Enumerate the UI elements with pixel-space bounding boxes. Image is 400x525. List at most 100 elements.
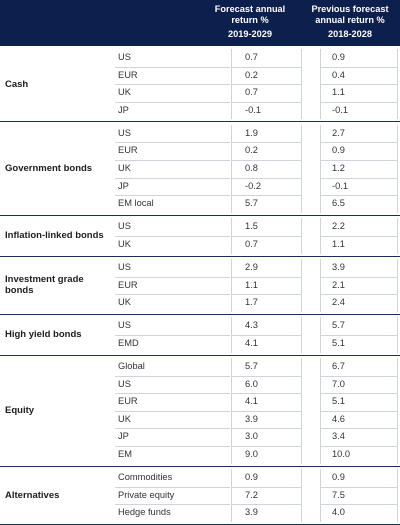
row-divider — [320, 84, 397, 86]
table-row: EUR 0.2 0.9 — [0, 142, 400, 159]
row-divider — [231, 142, 301, 144]
forecast-value: 1.7 — [245, 297, 258, 308]
column-divider — [231, 358, 232, 464]
forecast-value: 1.5 — [245, 221, 258, 232]
table-row: EM 9.0 10.0 — [0, 446, 400, 463]
previous-column-header: Previous forecast annual return % 2018-2… — [300, 4, 400, 40]
forecast-value: 7.2 — [245, 489, 258, 500]
table-row: UK 0.7 1.1 — [0, 84, 400, 101]
forecast-value: 1.1 — [245, 279, 258, 290]
row-sublabel: EM — [118, 449, 132, 460]
table-row: EM local 5.7 6.5 — [0, 195, 400, 212]
row-divider — [115, 334, 230, 336]
forecast-value: 0.9 — [245, 472, 258, 483]
previous-header-line1: Previous forecast — [311, 4, 389, 14]
row-divider — [115, 393, 230, 395]
row-divider — [231, 486, 301, 488]
forecast-value: 0.2 — [245, 69, 258, 80]
forecast-value: 3.9 — [245, 413, 258, 424]
row-sublabel: UK — [118, 297, 131, 308]
previous-value: 0.9 — [332, 145, 345, 156]
forecast-value: 0.7 — [245, 52, 258, 62]
row-divider — [231, 66, 301, 68]
previous-value: 5.1 — [332, 337, 345, 348]
table-row: Commodities 0.9 0.9 — [0, 469, 400, 486]
table-row: Private equity 7.2 7.5 — [0, 487, 400, 504]
row-divider — [231, 177, 301, 179]
row-sublabel: EUR — [118, 279, 138, 290]
table-row: US 6.0 7.0 — [0, 376, 400, 393]
previous-value: 4.0 — [332, 507, 345, 518]
forecast-header-line2: return % — [231, 15, 269, 25]
column-divider — [301, 259, 302, 312]
row-divider — [320, 334, 397, 336]
column-divider — [301, 218, 302, 254]
previous-value: 2.2 — [332, 221, 345, 232]
forecast-value: 9.0 — [245, 449, 258, 460]
table-row: EUR 4.1 5.1 — [0, 393, 400, 410]
row-divider — [115, 235, 230, 237]
previous-value: 10.0 — [332, 449, 351, 460]
row-sublabel: EUR — [118, 396, 138, 407]
previous-value: 2.1 — [332, 279, 345, 290]
previous-value: 0.4 — [332, 69, 345, 80]
row-divider — [320, 101, 397, 103]
forecast-value: 0.8 — [245, 163, 258, 174]
previous-value: 7.0 — [332, 378, 345, 389]
group-label-line: High yield bonds — [5, 329, 82, 341]
column-divider — [231, 259, 232, 312]
group-label-line: Government bonds — [5, 163, 93, 175]
previous-value: 6.5 — [332, 198, 345, 209]
forecast-value: 6.0 — [245, 378, 258, 389]
table-row: JP -0.1 -0.1 — [0, 102, 400, 119]
row-sublabel: JP — [118, 104, 129, 115]
forecast-value: -0.2 — [245, 180, 262, 191]
row-sublabel: JP — [118, 180, 129, 191]
table-group: Cash US 0.7 0.9 EUR 0.2 0.4 UK 0.7 1.1 JP -0.1 -0.1 — [0, 47, 400, 123]
row-divider — [231, 294, 301, 296]
row-sublabel: Commodities — [118, 472, 173, 483]
table-group: High yield bonds US 4.3 5.7 EMD 4.1 5.1 — [0, 315, 400, 356]
column-divider — [320, 49, 321, 120]
row-sublabel: US — [118, 378, 131, 389]
group-label: High yield bonds — [5, 329, 82, 340]
column-divider — [397, 469, 398, 522]
column-divider — [231, 124, 232, 213]
row-sublabel: US — [118, 320, 131, 331]
forecast-value: 4.1 — [245, 396, 258, 407]
previous-value: 6.7 — [332, 361, 345, 372]
row-divider — [231, 235, 301, 237]
table-group: Inflation-linked bonds US 1.5 2.2 UK 0.7 1.1 — [0, 216, 400, 257]
row-sublabel: US — [118, 127, 131, 138]
column-divider — [231, 469, 232, 522]
previous-value: 0.9 — [332, 472, 345, 483]
previous-value: 1.2 — [332, 163, 345, 174]
table-row: UK 0.8 1.2 — [0, 160, 400, 177]
forecast-column-header: Forecast annual return % 2019-2029 — [205, 4, 295, 40]
column-divider — [301, 49, 302, 120]
row-divider — [231, 276, 301, 278]
group-label: Equity — [5, 405, 34, 416]
table-row: US 2.9 3.9 — [0, 259, 400, 276]
previous-value: 7.5 — [332, 489, 345, 500]
previous-value: -0.1 — [332, 180, 349, 191]
row-divider — [231, 410, 301, 412]
forecast-value: 4.1 — [245, 337, 258, 348]
previous-value: 1.1 — [332, 238, 345, 249]
column-divider — [397, 317, 398, 353]
row-divider — [115, 84, 230, 86]
row-divider — [115, 446, 230, 448]
row-divider — [115, 101, 230, 103]
row-divider — [320, 486, 397, 488]
table-row: Hedge funds 3.9 4.0 — [0, 504, 400, 521]
table-row: EUR 1.1 2.1 — [0, 277, 400, 294]
group-label: Cash — [5, 79, 28, 90]
forecast-value: 4.3 — [245, 320, 258, 331]
column-divider — [301, 469, 302, 522]
forecast-value: 0.7 — [245, 87, 258, 98]
forecast-value: 5.7 — [245, 198, 258, 209]
row-sublabel: EMD — [118, 337, 139, 348]
row-divider — [115, 160, 230, 162]
previous-value: 4.6 — [332, 413, 345, 424]
previous-value: -0.1 — [332, 104, 349, 115]
